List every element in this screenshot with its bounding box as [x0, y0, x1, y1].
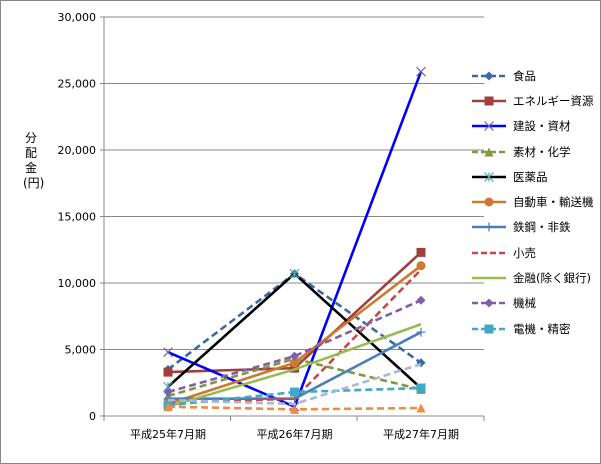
- legend-item: 医薬品: [471, 164, 594, 189]
- data-point: [290, 358, 299, 368]
- legend-label: エネルギー資源: [513, 93, 594, 108]
- legend-marker: [484, 298, 494, 308]
- legend-label: 機械: [513, 296, 536, 311]
- data-point: [163, 347, 173, 358]
- x-tick-label: 平成27年7月期: [383, 427, 459, 441]
- legend-marker: [484, 147, 494, 157]
- data-point: [416, 383, 426, 393]
- legend-item: 食品: [471, 63, 594, 88]
- legend-marker: [484, 71, 494, 81]
- legend-label: 電機・精密: [513, 321, 571, 336]
- legend-item: 自動車・輸送機: [471, 189, 594, 214]
- data-point: [416, 327, 426, 337]
- legend-swatch: [472, 197, 506, 207]
- legend-swatch: [472, 298, 506, 308]
- series-line: [167, 362, 422, 406]
- data-point: [416, 403, 426, 413]
- data-point: [290, 387, 299, 397]
- data-point: [290, 404, 299, 414]
- legend-marker: [484, 96, 494, 106]
- legend-label: 自動車・輸送機: [513, 195, 594, 210]
- legend-marker: [484, 121, 494, 132]
- legend-label: 鉄鋼・非鉄: [513, 220, 571, 235]
- y-tick-label: 20,000: [58, 144, 97, 157]
- legend-swatch: [472, 324, 506, 334]
- legend-swatch: [472, 121, 506, 132]
- legend-swatch: [472, 147, 506, 157]
- legend-item: 鉄鋼・非鉄: [471, 215, 594, 240]
- data-point: [163, 402, 173, 412]
- legend-marker: [484, 222, 494, 232]
- legend-item: 電機・精密: [471, 316, 594, 341]
- legend-swatch: [472, 276, 506, 280]
- legend-label: 医薬品: [513, 169, 548, 184]
- y-axis-label: 分配金(円): [23, 131, 45, 190]
- legend-marker: [484, 324, 494, 334]
- legend-swatch: [472, 222, 506, 232]
- data-point: [416, 295, 426, 305]
- legend-label: 食品: [513, 68, 536, 83]
- legend: 食品エネルギー資源 建設・資材素材・化学医薬品自動車・輸送機 鉄鋼・非鉄小売金融(除…: [471, 63, 594, 341]
- legend-label: 素材・化学: [513, 144, 571, 159]
- legend-item: 素材・化学: [471, 139, 594, 164]
- y-tick-label: 0: [89, 410, 96, 423]
- legend-item: エネルギー資源: [471, 88, 594, 113]
- data-point: [416, 247, 426, 257]
- legend-item: 金融(除く銀行): [471, 265, 594, 290]
- series-line: [167, 268, 422, 404]
- y-tick-label: 15,000: [58, 211, 97, 224]
- data-point: [163, 367, 173, 377]
- y-tick-label: 5,000: [65, 344, 97, 357]
- legend-marker: [484, 197, 494, 207]
- data-point: [416, 66, 426, 77]
- legend-marker: [484, 171, 494, 182]
- data-point: [289, 268, 300, 279]
- y-tick-label: 30,000: [58, 11, 97, 24]
- legend-label: 金融(除く銀行): [513, 271, 591, 286]
- x-tick-label: 平成26年7月期: [257, 427, 333, 441]
- series-12: [163, 402, 426, 414]
- series-8: [167, 323, 422, 408]
- legend-item: 建設・資材: [471, 114, 594, 139]
- legend-label: 小売: [513, 245, 536, 260]
- y-tick-label: 25,000: [58, 78, 97, 91]
- data-point: [163, 387, 173, 397]
- legend-swatch: [472, 96, 506, 106]
- series-line: [167, 323, 422, 408]
- legend-item: 機械: [471, 291, 594, 316]
- legend-swatch: [472, 171, 506, 182]
- legend-label: 建設・資材: [513, 119, 571, 134]
- x-tick-label: 平成25年7月期: [130, 427, 206, 441]
- series-7: [167, 268, 422, 404]
- data-point: [290, 351, 299, 361]
- data-point: [416, 261, 426, 271]
- series-11: [167, 362, 422, 406]
- legend-swatch: [472, 251, 506, 255]
- legend-item: 小売: [471, 240, 594, 265]
- y-tick-label: 10,000: [58, 277, 97, 290]
- legend-swatch: [472, 71, 506, 81]
- series-9: [163, 295, 426, 397]
- series-line: [167, 299, 422, 394]
